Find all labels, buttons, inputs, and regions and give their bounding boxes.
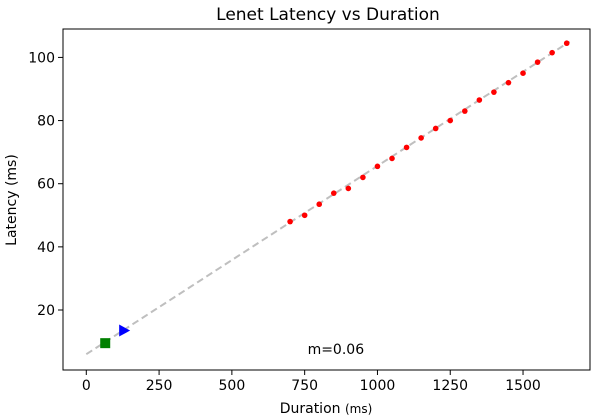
data-point — [534, 59, 541, 65]
fit-line — [85, 40, 571, 356]
data-point — [432, 125, 439, 132]
data-point — [389, 155, 395, 162]
data-point — [418, 135, 424, 141]
y-axis-ticks: 20 40 60 80 100 — [28, 50, 63, 319]
data-point — [360, 174, 366, 181]
x-tick-label: 500 — [219, 378, 246, 394]
data-point — [403, 144, 410, 151]
x-axis-ticks: 0 250 500 750 1000 1250 1500 — [82, 370, 541, 394]
data-point — [447, 117, 454, 124]
data-point — [301, 212, 308, 219]
data-point — [287, 218, 293, 225]
x-tick-label: 1000 — [360, 378, 396, 394]
data-point-square — [100, 338, 111, 349]
y-tick-label: 20 — [37, 303, 55, 319]
x-axis-label-text: Duration — [280, 401, 341, 417]
data-point — [491, 89, 497, 95]
y-tick-label: 40 — [37, 240, 55, 256]
data-point — [330, 190, 337, 196]
plot-frame — [62, 28, 591, 371]
x-tick-label: 1500 — [505, 378, 541, 394]
x-axis-label-unit: (ms) — [345, 402, 372, 416]
x-tick-label: 750 — [291, 378, 318, 394]
data-point — [316, 201, 323, 208]
chart-title: Lenet Latency vs Duration — [216, 5, 440, 25]
x-tick-label: 250 — [146, 378, 173, 394]
x-tick-label: 1250 — [432, 378, 468, 394]
y-tick-label: 100 — [28, 50, 55, 66]
x-tick-label: 0 — [82, 378, 91, 394]
y-axis-label: Latency (ms) — [4, 154, 20, 246]
data-point — [476, 97, 483, 103]
data-point — [563, 40, 570, 47]
data-point — [549, 49, 555, 56]
data-point-triangle — [119, 324, 131, 337]
slope-annotation: m=0.06 — [308, 342, 365, 358]
data-point — [374, 163, 381, 170]
data-point — [345, 185, 352, 192]
data-point — [505, 79, 512, 86]
plot-area — [62, 28, 591, 371]
data-points — [100, 40, 570, 349]
x-axis-label: Duration (ms) — [280, 401, 373, 417]
data-point — [462, 108, 468, 114]
y-tick-label: 80 — [37, 114, 55, 130]
data-point — [520, 70, 526, 77]
y-tick-label: 60 — [37, 177, 55, 193]
